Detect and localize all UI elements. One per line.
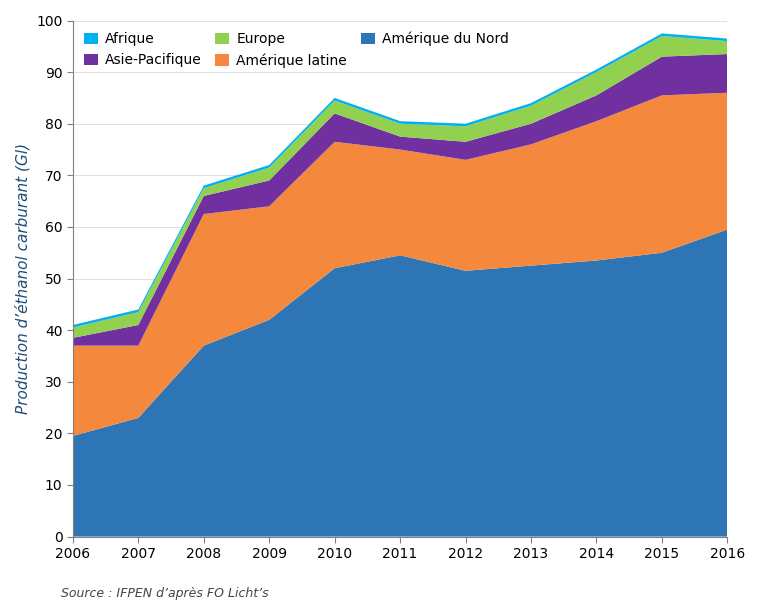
Y-axis label: Production d’éthanol carburant (Gl): Production d’éthanol carburant (Gl) <box>15 143 30 414</box>
Legend: Afrique, Asie-Pacifique, Europe, Amérique latine, Amérique du Nord: Afrique, Asie-Pacifique, Europe, Amériqu… <box>80 28 513 72</box>
Text: Source : IFPEN d’après FO Licht’s: Source : IFPEN d’après FO Licht’s <box>61 587 268 600</box>
